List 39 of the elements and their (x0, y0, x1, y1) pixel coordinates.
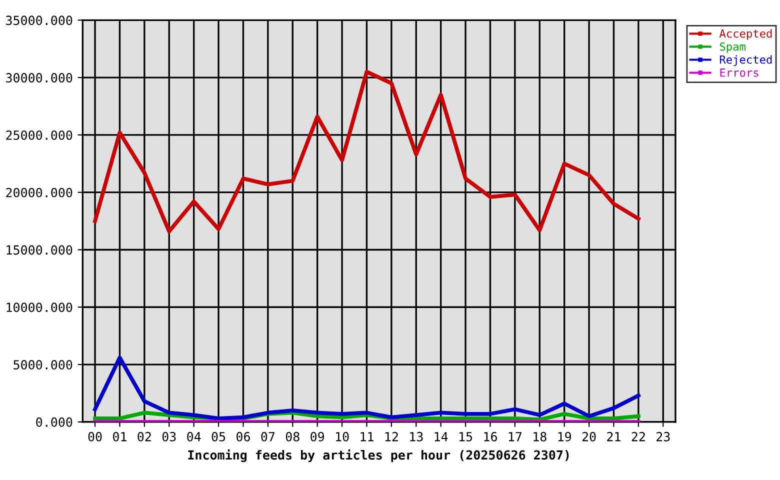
x-tick-label: 06 (236, 432, 250, 442)
x-tick-label: 05 (212, 432, 226, 442)
x-tick-label: 08 (286, 432, 300, 442)
line-series (93, 70, 640, 234)
x-tick-label: 03 (162, 432, 176, 442)
x-tick-label: 01 (113, 432, 126, 442)
x-tick-label: 12 (385, 432, 398, 442)
y-tick-label: 30000.000 (6, 73, 72, 83)
x-tick-label: 22 (632, 432, 645, 442)
y-tick-label: 20000.000 (6, 188, 72, 198)
y-tick-label: 15000.000 (6, 245, 72, 255)
x-tick-label: 13 (410, 432, 423, 442)
legend-label: Spam (720, 42, 746, 53)
x-tick-label: 04 (187, 432, 201, 442)
x-tick-label: 10 (336, 432, 349, 442)
x-tick-label: 00 (88, 432, 102, 442)
x-tick-label: 16 (484, 432, 497, 442)
x-axis-title: Incoming feeds by articles per hour (20250626 2307) (188, 449, 569, 462)
x-tick-label: 07 (261, 432, 275, 442)
x-tick-label: 15 (460, 432, 472, 442)
y-tick-label: 25000.000 (6, 130, 72, 140)
y-tick-label: 0.000 (36, 417, 72, 427)
x-tick-label: 18 (534, 432, 546, 442)
x-tick-label: 19 (558, 432, 572, 442)
x-tick-label: 20 (582, 432, 596, 442)
y-tick-label: 5000.000 (14, 360, 72, 370)
x-tick-label: 21 (607, 432, 620, 442)
y-tick-label: 35000.000 (6, 16, 72, 26)
y-tick-label: 10000.000 (6, 302, 72, 312)
legend-label: Errors (720, 68, 758, 77)
x-tick-label: 09 (310, 432, 324, 442)
x-tick-label: 14 (434, 432, 448, 442)
x-tick-label: 23 (656, 432, 670, 442)
x-tick-label: 11 (360, 432, 374, 442)
legend-label: Accepted (719, 29, 772, 40)
x-tick-label: 17 (508, 432, 522, 442)
legend-label: Rejected (720, 55, 772, 66)
x-tick-label: 02 (138, 432, 151, 442)
line-series (93, 356, 640, 420)
